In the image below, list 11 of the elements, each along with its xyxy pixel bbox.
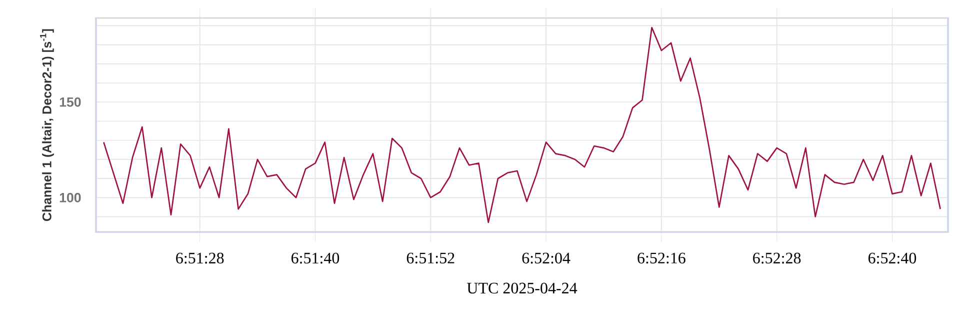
x-tick-label: 6:51:40 <box>291 252 340 264</box>
x-tick-label: 6:51:28 <box>176 252 224 264</box>
y-axis-title: Channel 1 (Altair, Decor2-1) [s$^{-1}$] <box>40 29 54 221</box>
x-tick-label: 6:52:40 <box>868 252 916 264</box>
x-tick-label: 6:51:52 <box>406 252 454 264</box>
x-tick-label: 6:52:16 <box>638 252 686 264</box>
x-axis-title: UTC 2025-04-24 <box>467 282 578 294</box>
x-tick-label: 6:52:28 <box>753 252 801 264</box>
y-tick-label: 150 <box>60 97 81 107</box>
y-tick-label: 100 <box>60 192 81 202</box>
x-tick-label: 6:52:04 <box>522 252 570 264</box>
